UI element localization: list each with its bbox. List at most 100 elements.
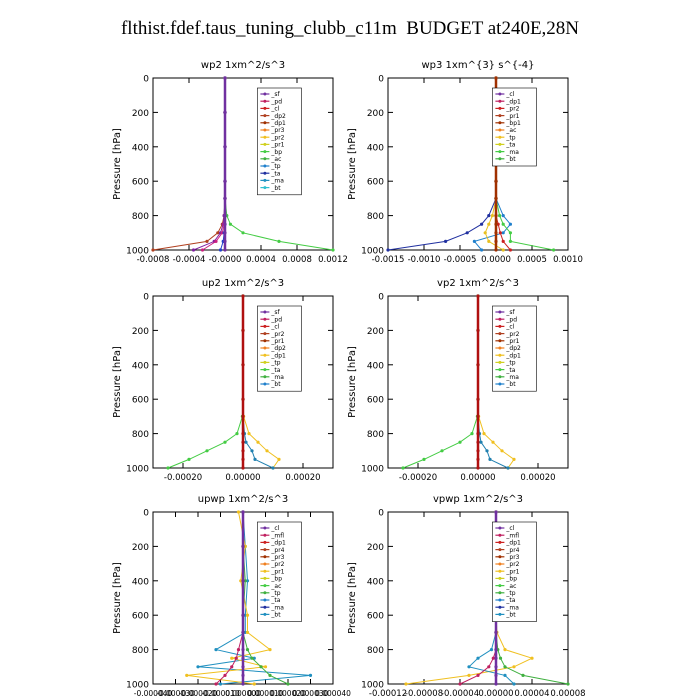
data-point <box>494 673 498 678</box>
data-point <box>500 449 504 453</box>
legend-marker <box>263 128 267 132</box>
data-point <box>230 656 234 660</box>
legend-marker <box>263 562 267 566</box>
x-tick-label: -0.000010 <box>201 689 240 698</box>
x-tick-label: -0.000030 <box>156 689 195 698</box>
legend-marker <box>498 540 502 544</box>
y-tick-label: 800 <box>132 212 149 222</box>
x-tick-label: -0.000020 <box>179 689 218 698</box>
chart-title: upwp 1xm^2/s^3 <box>198 494 288 505</box>
data-point <box>476 466 480 470</box>
data-point <box>241 414 245 418</box>
data-point <box>241 648 245 652</box>
data-point <box>494 248 498 252</box>
legend-marker <box>263 382 267 386</box>
data-point <box>187 457 191 461</box>
data-point <box>259 665 263 669</box>
data-point <box>465 231 469 235</box>
legend-marker <box>263 526 267 530</box>
legend-entry: _pr1 <box>270 142 284 149</box>
data-point <box>498 214 502 218</box>
x-tick-label: 0.00004 <box>514 689 549 699</box>
legend-entry: _tp <box>505 134 515 141</box>
y-tick-label: 400 <box>367 577 384 587</box>
legend-marker <box>263 584 267 588</box>
legend-entry: _mfl <box>505 532 519 539</box>
y-tick-label: 600 <box>132 178 149 188</box>
x-tick-label: -0.00020 <box>399 473 437 483</box>
data-point <box>241 432 245 436</box>
legend-marker <box>263 164 267 168</box>
legend-entry: _pr4 <box>270 547 284 554</box>
y-tick-label: 200 <box>132 109 149 119</box>
y-tick-label: 0 <box>378 509 384 519</box>
legend-entry: _ma <box>505 149 519 156</box>
plot-frame <box>152 77 334 251</box>
legend-entry: _dp1 <box>270 120 286 127</box>
legend-entry: _tp <box>270 163 280 170</box>
legend-marker <box>263 324 267 328</box>
data-point <box>247 432 251 436</box>
y-axis-label: Pressure [hPa] <box>112 128 123 200</box>
legend-entry: _dp2 <box>270 113 286 120</box>
y-tick-label: 0 <box>378 293 384 303</box>
legend-entry: _ac <box>505 583 516 590</box>
data-point <box>241 630 245 635</box>
legend-entry: _tp <box>270 590 280 597</box>
data-point <box>440 449 444 453</box>
data-point <box>494 222 498 226</box>
x-tick-label: -0.0015 <box>372 255 405 265</box>
data-point <box>241 466 245 470</box>
legend-entry: _ta <box>270 367 280 374</box>
legend-entry: _cl <box>505 91 514 98</box>
data-point <box>472 239 476 243</box>
x-tick-label: -0.0005 <box>444 255 477 265</box>
data-point <box>223 145 227 149</box>
legend-entry: _bt <box>270 185 281 192</box>
y-tick-label: 1000 <box>126 681 149 691</box>
legend-marker <box>263 612 267 616</box>
series-line-dp1 <box>215 512 244 685</box>
data-point <box>485 449 489 453</box>
data-point <box>480 222 484 226</box>
data-point <box>277 239 281 243</box>
legend-marker <box>263 135 267 139</box>
x-tick-label: 0.0004 <box>246 255 276 265</box>
data-point <box>487 222 491 226</box>
y-axis-label: Pressure [hPa] <box>347 562 358 634</box>
legend-marker <box>263 332 267 336</box>
data-point <box>404 682 408 686</box>
legend-marker <box>498 555 502 559</box>
legend-marker <box>263 533 267 537</box>
data-point <box>501 231 505 235</box>
legend-entry: _mfl <box>270 532 284 539</box>
legend-marker <box>263 346 267 350</box>
data-point <box>228 222 232 226</box>
x-tick-label: 0.0008 <box>282 255 312 265</box>
legend-entry: _pr1 <box>505 113 519 120</box>
data-point <box>241 397 245 401</box>
data-point <box>501 248 505 252</box>
data-point <box>501 239 505 243</box>
data-point <box>491 440 495 444</box>
data-point <box>252 682 256 686</box>
data-point <box>234 656 238 660</box>
y-tick-label: 1000 <box>361 247 384 257</box>
data-point <box>512 665 516 669</box>
legend-marker <box>263 569 267 573</box>
x-tick-label: 0.00000 <box>225 473 260 483</box>
legend-entry: _ta <box>270 597 280 604</box>
data-point <box>241 682 245 686</box>
data-point <box>223 76 227 80</box>
data-point <box>196 665 200 669</box>
data-point <box>488 457 492 461</box>
legend-entry: _dp2 <box>270 345 286 352</box>
data-point <box>552 248 556 252</box>
data-point <box>223 179 227 183</box>
legend-entry: _bt <box>505 612 516 619</box>
chart-panel-4: vp2 1xm^2/s^3 Pressure [hPa] 0 200 400 600 800… <box>347 278 569 483</box>
y-tick-label: 200 <box>367 327 384 337</box>
y-tick-label: 0 <box>143 509 149 519</box>
y-tick-label: 1000 <box>361 681 384 691</box>
legend-marker <box>263 171 267 175</box>
